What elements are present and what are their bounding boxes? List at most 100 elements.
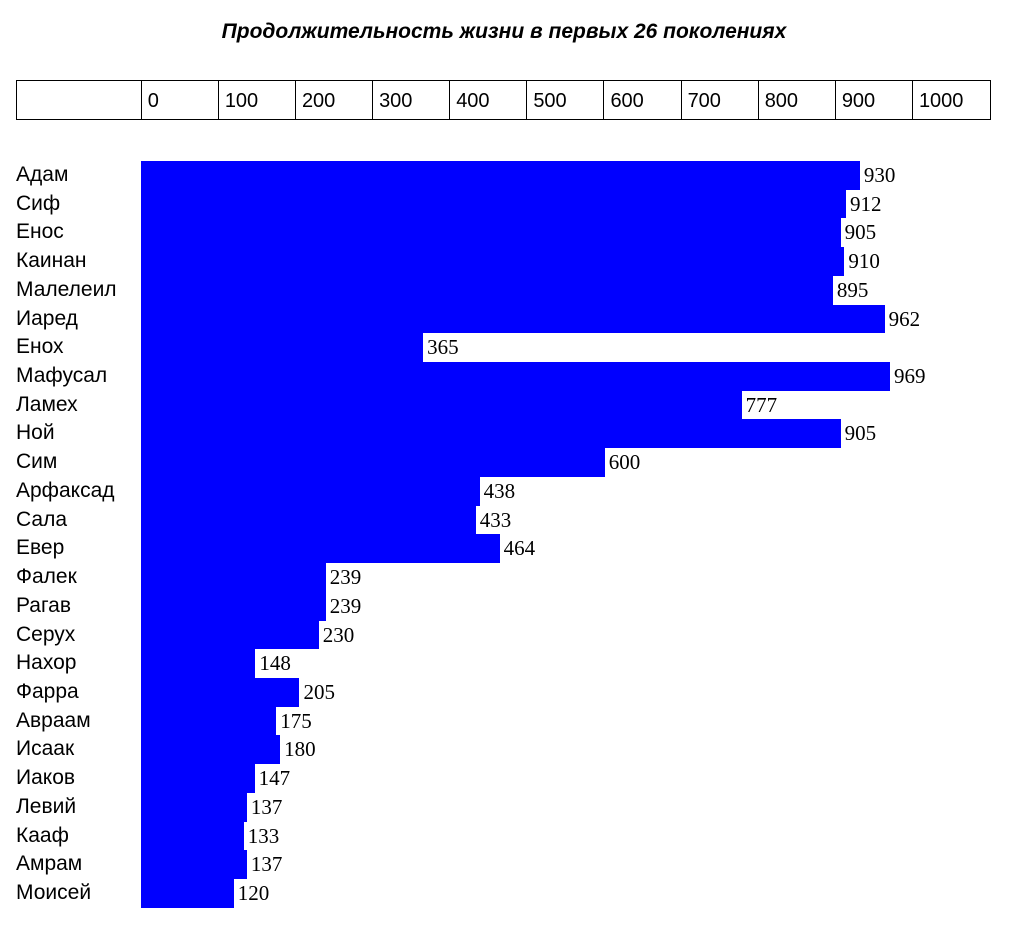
scale-header-blank xyxy=(17,81,142,119)
bar-label: Арфаксад xyxy=(16,478,115,502)
bar-value: 175 xyxy=(276,706,316,736)
bar-row: Ной 905 xyxy=(0,419,1022,449)
scale-tick: 0 xyxy=(142,81,219,119)
bar-label: Левий xyxy=(16,794,77,818)
bar-row: Амрам 137 xyxy=(0,850,1022,879)
scale-tick: 100 xyxy=(219,81,296,119)
bar-value: 600 xyxy=(604,448,645,477)
bar-value: 147 xyxy=(254,764,295,793)
bar-label: Авраам xyxy=(16,708,91,732)
bar-row: Енох 365 xyxy=(0,333,1022,363)
bar-label: Амрам xyxy=(16,852,83,876)
bar xyxy=(141,390,742,420)
bar-label: Сала xyxy=(16,507,68,531)
bar xyxy=(141,735,281,765)
bar-row: Исаак 180 xyxy=(0,735,1022,765)
bar-row: Малелеил 895 xyxy=(0,275,1022,305)
bar-label: Серух xyxy=(16,622,76,646)
bar-value: 239 xyxy=(325,563,366,592)
bar-label: Фарра xyxy=(16,679,79,703)
bar-value: 969 xyxy=(890,362,930,391)
bar-value: 895 xyxy=(832,275,873,305)
bar-label: Каинан xyxy=(16,249,87,273)
bar xyxy=(141,476,480,506)
bar xyxy=(141,333,424,363)
bar-label: Адам xyxy=(16,163,69,186)
bar-label: Мафусал xyxy=(16,364,108,388)
bar-value: 438 xyxy=(479,476,520,506)
bar-row: Моисей 120 xyxy=(0,878,1022,908)
bar-value: 137 xyxy=(246,850,287,879)
bar-row: Серух 230 xyxy=(0,620,1022,650)
bar-row: Арфаксад 438 xyxy=(0,476,1022,506)
bar-value: 962 xyxy=(884,304,925,334)
bar-label: Рагав xyxy=(16,593,72,617)
scale-tick: 400 xyxy=(450,81,528,119)
scale-tick: 200 xyxy=(296,81,374,119)
bar-row: Адам 930 xyxy=(0,161,1022,190)
bar-label: Енох xyxy=(16,335,64,359)
bar-row: Фалек 239 xyxy=(0,563,1022,592)
bar-row: Иаков 147 xyxy=(0,764,1022,793)
scale-tick: 1000 xyxy=(918,90,964,112)
bar-row: Сала 433 xyxy=(0,505,1022,535)
bar xyxy=(141,247,845,276)
bar-value: 433 xyxy=(475,505,516,535)
bar-row: Сиф 912 xyxy=(0,189,1022,219)
bar xyxy=(141,275,833,305)
bar xyxy=(141,649,256,678)
bar xyxy=(141,362,891,391)
bar-label: Сим xyxy=(16,450,58,474)
bar-value: 777 xyxy=(741,390,782,420)
bar-value: 365 xyxy=(423,333,463,363)
bar-value: 120 xyxy=(233,878,274,908)
bar-label: Нахор xyxy=(16,651,77,675)
bar-value: 180 xyxy=(280,735,320,765)
bar-row: Евер 464 xyxy=(0,534,1022,564)
scale-tick: 300 xyxy=(373,81,451,119)
bar-row: Иаред 962 xyxy=(0,304,1022,334)
bar-value: 239 xyxy=(325,591,366,621)
bar-row: Каинан 910 xyxy=(0,247,1022,276)
bar-value: 464 xyxy=(499,534,540,564)
bar-label: Исаак xyxy=(16,737,75,761)
bar-value: 205 xyxy=(299,677,339,707)
bar-value: 905 xyxy=(840,218,881,248)
bar-value: 133 xyxy=(243,821,284,851)
bar-row: Сим 600 xyxy=(0,448,1022,477)
bar xyxy=(141,878,234,908)
bar xyxy=(141,591,326,621)
bar-chart: Адам 930 Сиф 912 Енос 905 Каинан 910 Малелеил 895… xyxy=(0,161,1022,908)
bar-value: 230 xyxy=(318,620,359,650)
bar xyxy=(141,850,247,879)
scale-tick: 500 xyxy=(527,81,605,119)
bar xyxy=(141,161,860,190)
bar-row: Ламех 777 xyxy=(0,390,1022,420)
bar-row: Кааф 133 xyxy=(0,821,1022,851)
bar-row: Нахор 148 xyxy=(0,649,1022,678)
bar xyxy=(141,419,841,449)
bar-row: Авраам 175 xyxy=(0,706,1022,736)
scale-tick: 700 xyxy=(682,81,759,119)
bar-label: Ной xyxy=(16,421,55,445)
bar-label: Иаред xyxy=(16,306,78,330)
bar-row: Левий 137 xyxy=(0,792,1022,822)
bar-label: Малелеил xyxy=(16,277,117,301)
scale-tick: 600 xyxy=(604,81,682,119)
bar xyxy=(141,218,841,248)
bar-label: Моисей xyxy=(16,880,92,904)
bar xyxy=(141,534,500,564)
bar xyxy=(141,563,326,592)
bar xyxy=(141,304,885,334)
scale-tick: 900 xyxy=(836,81,913,119)
scale-header: 0 100 200 300 400 500 600 700 800 900 10… xyxy=(16,80,991,120)
bar-value: 910 xyxy=(844,247,884,276)
bar-row: Мафусал 969 xyxy=(0,362,1022,391)
bar-label: Сиф xyxy=(16,191,61,215)
bar-value: 905 xyxy=(840,419,881,449)
bar-label: Фалек xyxy=(16,565,77,589)
bar-label: Евер xyxy=(16,536,65,560)
chart-title: Продолжительность жизни в первых 26 поко… xyxy=(221,20,787,43)
bar xyxy=(141,677,300,707)
bar xyxy=(141,821,244,851)
